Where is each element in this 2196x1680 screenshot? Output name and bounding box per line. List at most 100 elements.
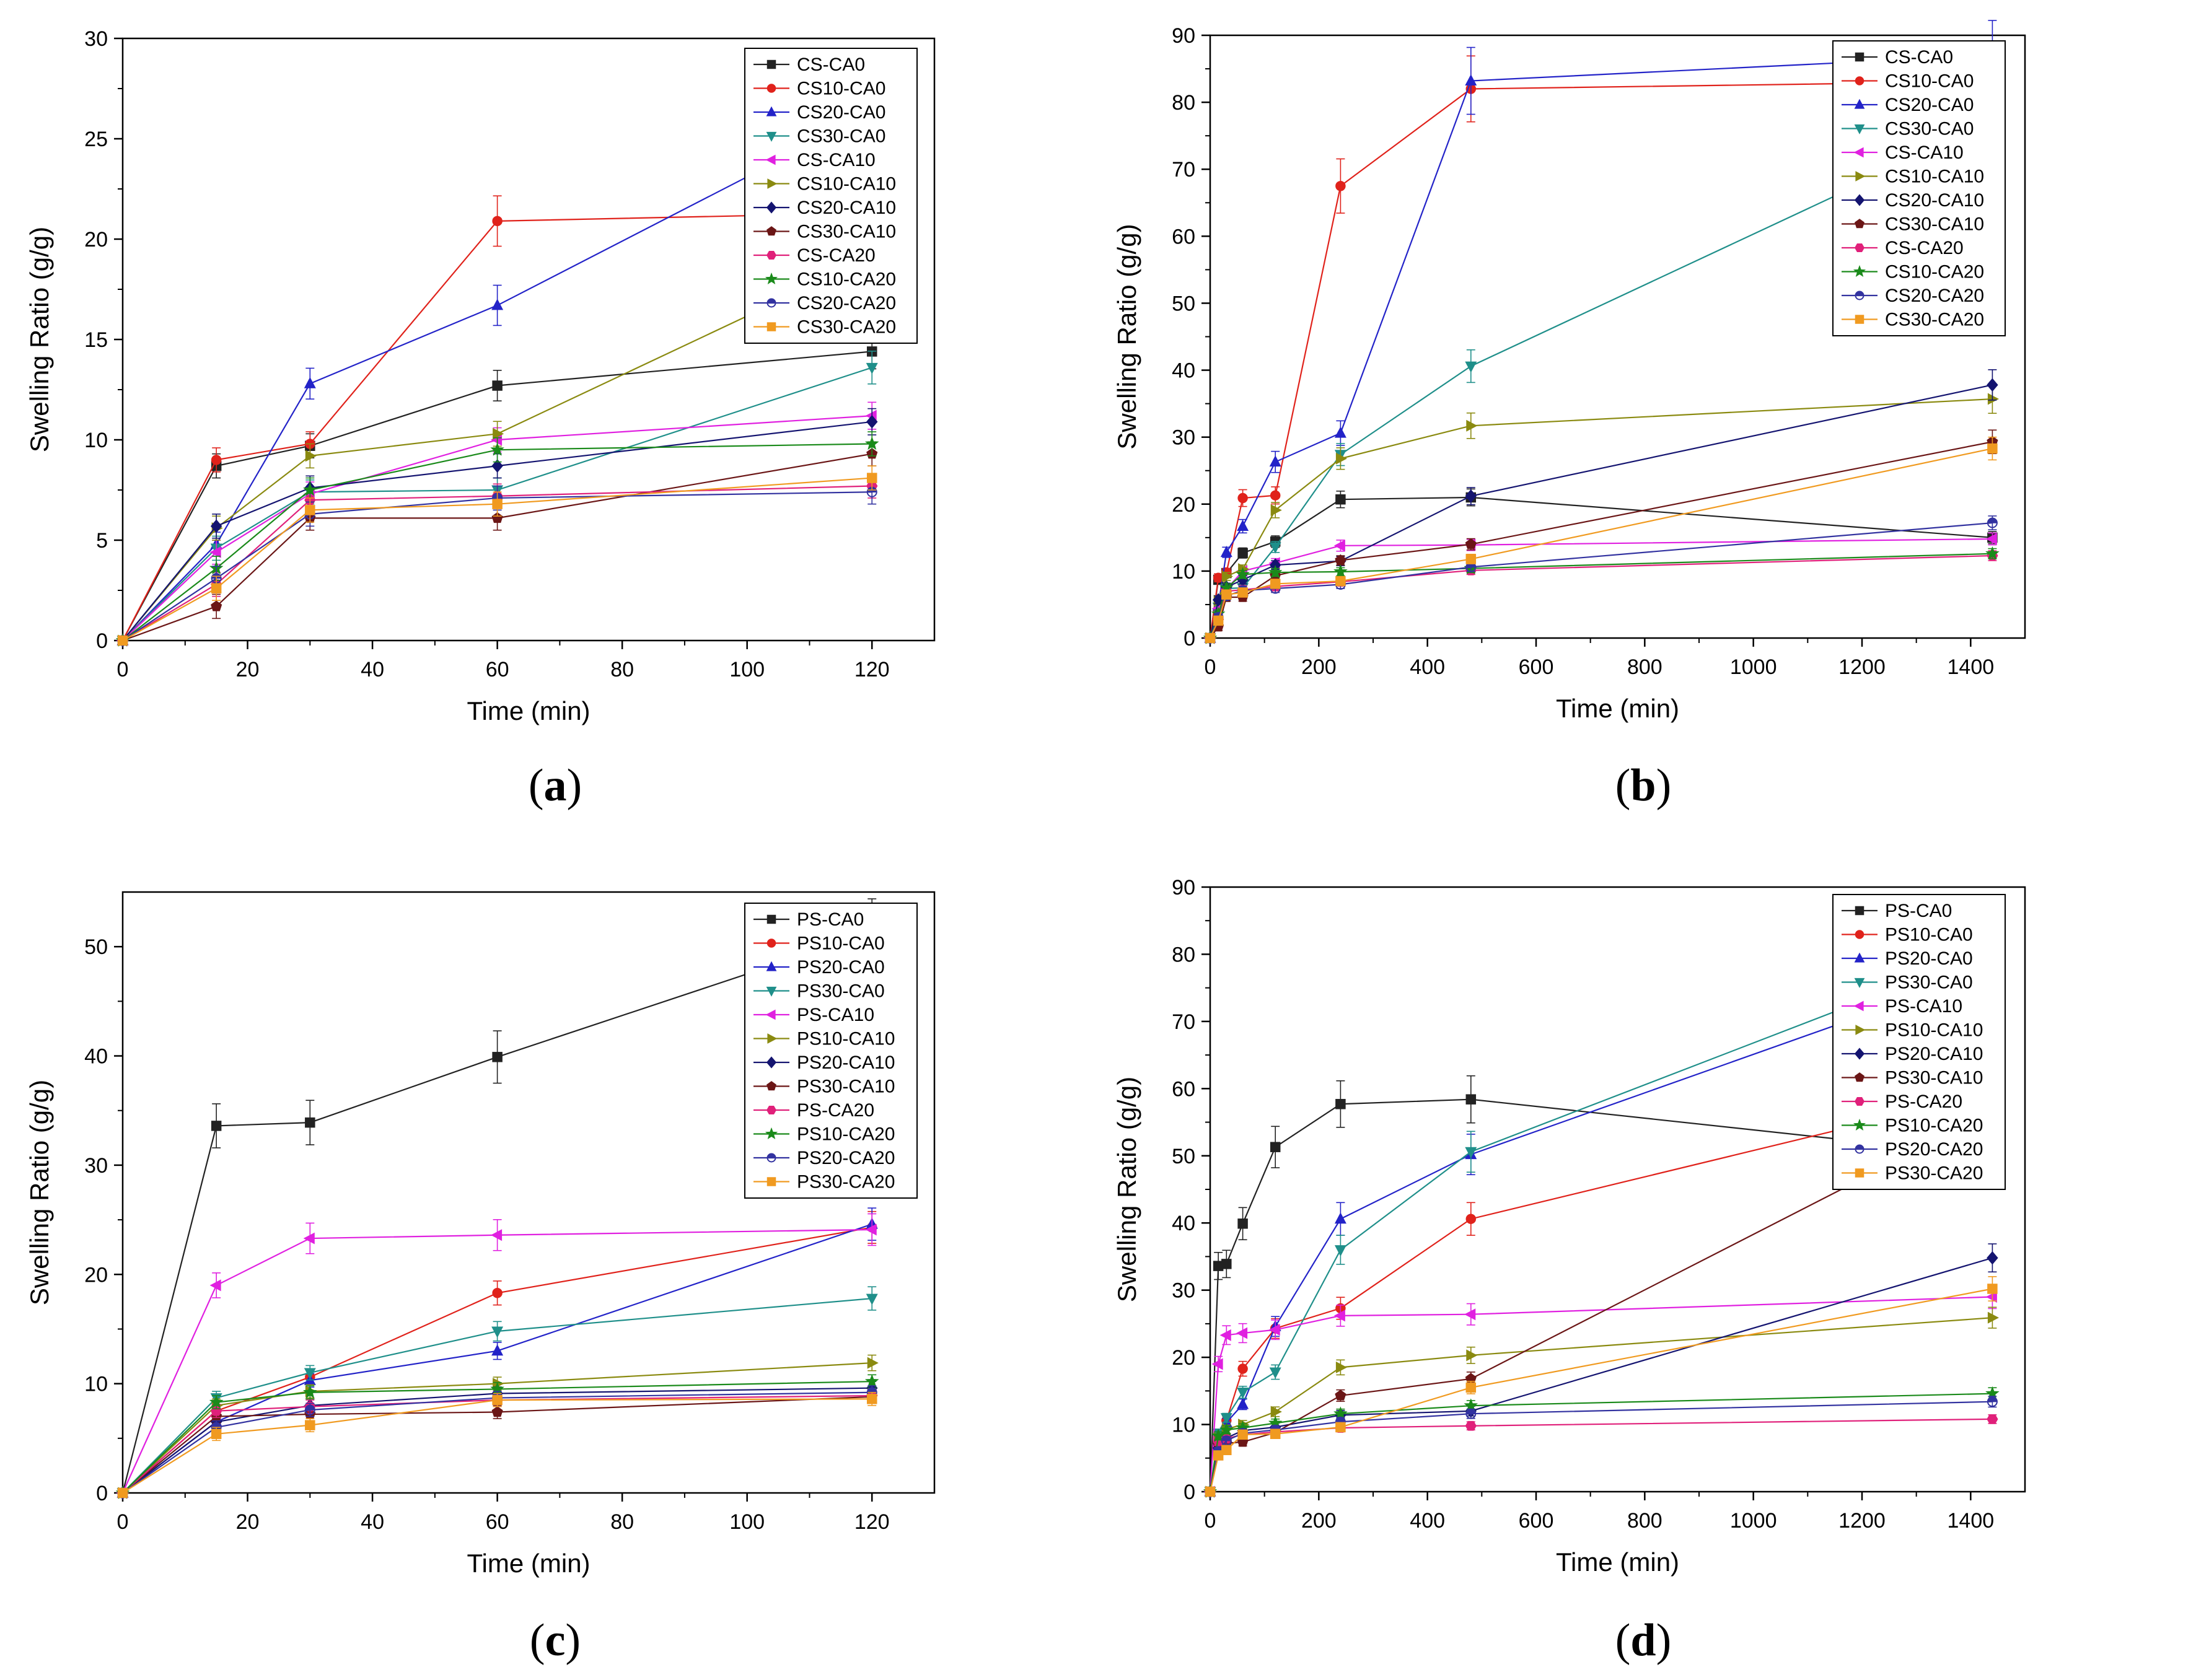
data-point-outline xyxy=(1987,517,1998,528)
legend-marker-outline xyxy=(766,1153,776,1163)
data-point xyxy=(211,1121,222,1131)
x-tick-label: 400 xyxy=(1410,1509,1445,1533)
legend-item: PS-CA20 xyxy=(753,1100,874,1121)
legend-item: CS-CA0 xyxy=(1842,47,1953,68)
data-point xyxy=(1270,490,1281,501)
series-CS30-CA20 xyxy=(117,465,877,646)
series-PS30-CA20 xyxy=(117,1391,877,1498)
series-line xyxy=(1209,1418,1993,1492)
legend-item: PS20-CA10 xyxy=(753,1052,895,1073)
series-PS30-CA20 xyxy=(1205,1276,1998,1497)
legend-label: CS20-CA0 xyxy=(797,102,885,123)
y-tick-label: 20 xyxy=(1172,493,1195,517)
x-tick-label: 0 xyxy=(117,658,129,681)
legend-item: PS30-CA0 xyxy=(1842,973,1973,993)
y-tick-label: 40 xyxy=(1172,1212,1195,1235)
x-tick-label: 100 xyxy=(729,1510,765,1534)
data-point xyxy=(209,1279,221,1292)
data-point xyxy=(491,459,503,473)
data-point xyxy=(304,377,316,388)
data-point xyxy=(1987,1414,1998,1424)
data-point xyxy=(1465,489,1477,503)
data-point xyxy=(117,635,128,646)
data-point xyxy=(864,1374,879,1388)
series-line xyxy=(1209,1393,1993,1492)
legend-marker xyxy=(1854,98,1865,109)
legend-item: PS20-CA20 xyxy=(753,1148,895,1168)
legend-item: PS10-CA0 xyxy=(1842,925,1973,945)
legend-item: CS10-CA0 xyxy=(1842,71,1974,92)
series-CS-CA10 xyxy=(116,401,877,647)
data-point xyxy=(865,1223,877,1236)
data-point xyxy=(211,583,222,594)
legend-marker xyxy=(766,961,777,971)
legend-label: CS30-CA20 xyxy=(797,317,896,338)
x-tick-label: 40 xyxy=(361,658,384,681)
legend-label: PS-CA0 xyxy=(1885,901,1952,921)
legend-label: PS-CA20 xyxy=(797,1100,874,1121)
legend-item: PS30-CA20 xyxy=(753,1172,895,1192)
legend-label: PS20-CA10 xyxy=(797,1052,895,1073)
legend-marker xyxy=(766,201,777,214)
data-point xyxy=(1335,181,1346,191)
data-point xyxy=(1236,1327,1248,1339)
y-tick-label: 30 xyxy=(84,1154,108,1178)
data-point xyxy=(1221,589,1232,600)
data-point xyxy=(1221,1445,1232,1456)
legend-marker xyxy=(1855,906,1864,916)
data-point xyxy=(303,483,317,496)
y-axis-label: Swelling Ratio (g/g) xyxy=(25,1080,54,1305)
data-point xyxy=(1237,1429,1248,1440)
data-point xyxy=(1269,542,1281,554)
panel-label-c: (c) xyxy=(530,1615,581,1666)
legend-marker xyxy=(1854,194,1865,206)
data-point xyxy=(1987,443,1998,454)
legend-label: PS20-CA0 xyxy=(1885,948,1973,969)
legend-item: CS30-CA0 xyxy=(1842,119,1974,139)
data-point xyxy=(1205,632,1216,644)
legend-marker xyxy=(1855,930,1864,939)
data-point xyxy=(1987,378,1998,392)
legend-label: PS20-CA10 xyxy=(1885,1044,1983,1064)
legend-marker xyxy=(1853,265,1866,278)
data-point xyxy=(1987,1284,1998,1294)
legend-label: CS30-CA10 xyxy=(797,222,896,242)
y-tick-label: 60 xyxy=(1172,225,1195,248)
data-point xyxy=(1269,1367,1281,1379)
data-point xyxy=(1237,519,1249,531)
legend-item: CS-CA20 xyxy=(1842,238,1964,258)
data-point xyxy=(1465,1094,1477,1105)
data-point xyxy=(1333,1406,1348,1420)
data-point xyxy=(1465,361,1477,373)
panel-label-d: (d) xyxy=(1615,1615,1671,1666)
legend-item: CS10-CA10 xyxy=(753,174,896,195)
y-tick-label: 90 xyxy=(1172,876,1195,899)
y-axis-label: Swelling Ratio (g/g) xyxy=(1112,1077,1141,1302)
legend-marker xyxy=(766,131,777,142)
data-point xyxy=(1464,1308,1476,1321)
legend-item: PS-CA10 xyxy=(753,1005,874,1025)
legend-item: PS20-CA0 xyxy=(753,957,885,978)
legend-label: CS30-CA0 xyxy=(797,126,885,147)
legend: CS-CA0 CS10-CA0 CS20-CA0 CS30-CA0 CS-CA10 CS1… xyxy=(744,48,918,344)
x-tick-label: 60 xyxy=(486,658,509,681)
data-point xyxy=(1237,548,1248,558)
legend-label: PS30-CA0 xyxy=(797,981,885,1002)
y-tick-label: 40 xyxy=(1172,359,1195,383)
x-tick-label: 1000 xyxy=(1730,655,1777,679)
legend-item: CS20-CA20 xyxy=(1842,286,1984,306)
y-tick-label: 0 xyxy=(96,629,108,653)
series-CS-CA10 xyxy=(1203,532,1997,644)
data-point-outline xyxy=(1987,1396,1998,1407)
data-point xyxy=(491,1326,504,1338)
legend-marker xyxy=(766,106,777,116)
data-point xyxy=(1333,540,1345,552)
data-point xyxy=(491,1406,503,1417)
panel-a-chart: 0 20 40 60 80 100 120 0 5 10 15 20 25 30 Time (min) Swe… xyxy=(25,27,936,725)
data-point xyxy=(1334,426,1346,438)
data-point xyxy=(493,427,504,440)
legend-marker xyxy=(1855,315,1864,324)
legend-marker xyxy=(766,938,776,948)
x-tick-label: 800 xyxy=(1627,1509,1662,1533)
data-point xyxy=(866,1394,877,1404)
